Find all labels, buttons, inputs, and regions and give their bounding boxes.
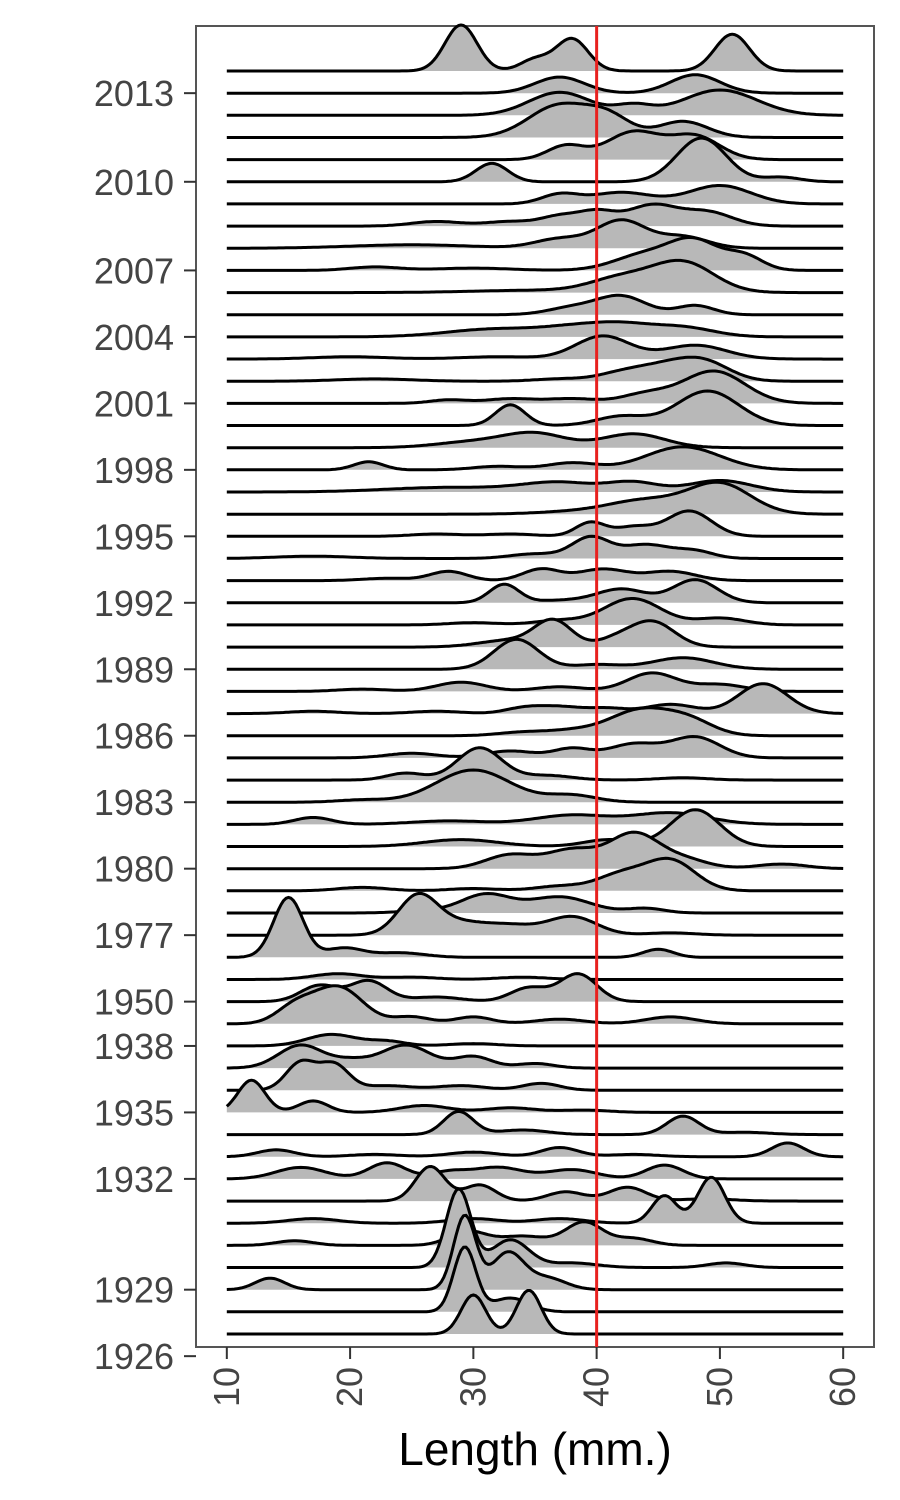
y-tick-label: 1935 xyxy=(94,1092,174,1133)
y-tick-label: 1977 xyxy=(94,915,174,956)
y-tick-label: 2013 xyxy=(94,73,174,114)
x-tick-label: 10 xyxy=(206,1367,247,1407)
x-tick-label: 40 xyxy=(576,1367,617,1407)
y-tick-label: 1995 xyxy=(94,516,174,557)
y-tick-label: 1929 xyxy=(94,1270,174,1311)
y-tick-label: 2010 xyxy=(94,162,174,203)
y-tick-label: 1986 xyxy=(94,716,174,757)
y-tick-label: 1926 xyxy=(94,1336,174,1377)
x-tick-label: 60 xyxy=(822,1367,863,1407)
y-tick-label: 1992 xyxy=(94,583,174,624)
y-tick-label: 2001 xyxy=(94,383,174,424)
y-tick-label: 2007 xyxy=(94,250,174,291)
y-tick-label: 1938 xyxy=(94,1026,174,1067)
y-tick-label: 2004 xyxy=(94,317,174,358)
x-axis-title: Length (mm.) xyxy=(398,1423,672,1475)
x-tick-label: 50 xyxy=(699,1367,740,1407)
y-tick-label: 1989 xyxy=(94,649,174,690)
y-tick-label: 1998 xyxy=(94,450,174,491)
x-tick-label: 20 xyxy=(329,1367,370,1407)
x-axis: 10 20 30 40 50 60 xyxy=(206,1347,863,1407)
x-tick-label: 30 xyxy=(452,1367,493,1407)
y-tick-label: 1983 xyxy=(94,782,174,823)
y-tick-label: 1980 xyxy=(94,849,174,890)
y-tick-label: 1932 xyxy=(94,1159,174,1200)
y-tick-label: 1950 xyxy=(94,982,174,1023)
y-axis: 2013 2010 2007 2004 2001 1998 1995 1992 1989 1986… xyxy=(94,73,196,1377)
